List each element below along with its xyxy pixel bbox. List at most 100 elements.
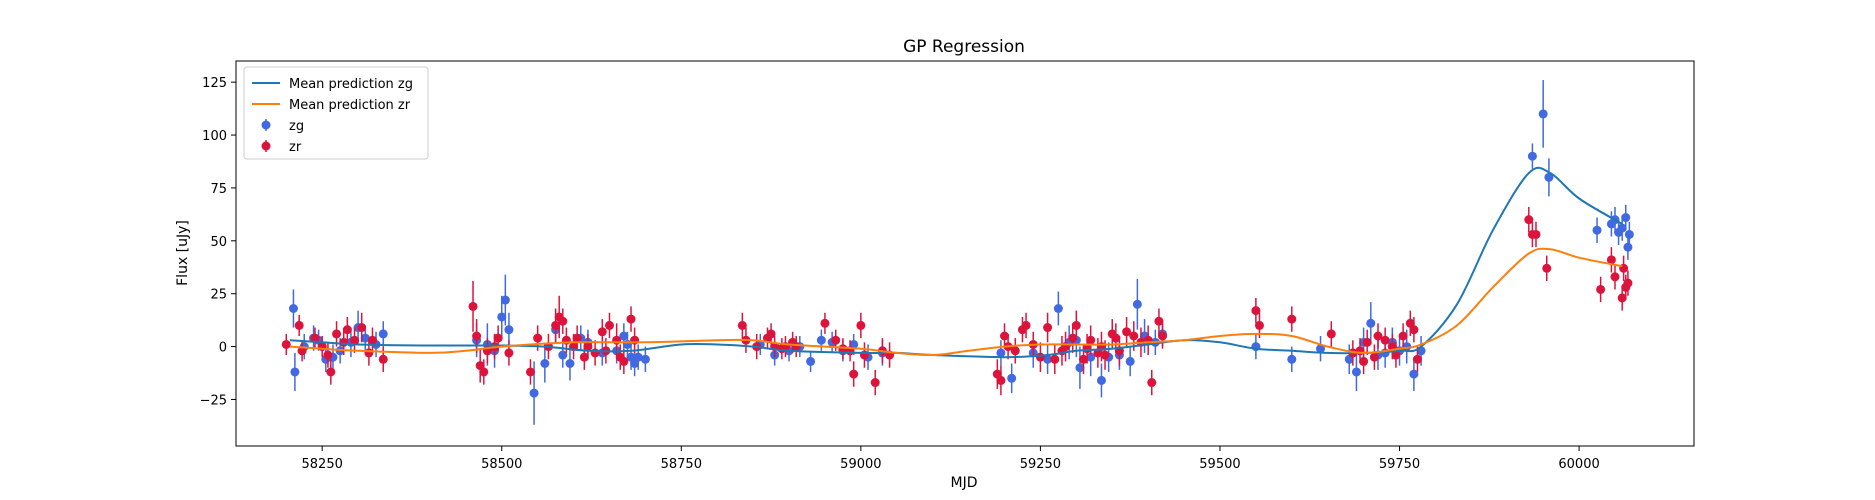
y-tick-label: 125 [202, 76, 227, 91]
legend-entry: Mean prediction zg [252, 77, 413, 92]
legend-label: zg [289, 119, 304, 134]
data-point-zr [378, 354, 388, 364]
data-point-zr [281, 339, 291, 349]
data-point-zr [1100, 350, 1110, 360]
data-point-zr [1158, 331, 1168, 341]
data-point-zr [737, 320, 747, 330]
plot-inner [281, 80, 1634, 425]
data-point-zr [1409, 325, 1419, 335]
data-point-zr [831, 335, 841, 345]
data-point-zg [1527, 151, 1537, 161]
data-point-zr [1050, 354, 1060, 364]
data-point-zr [1068, 333, 1078, 343]
data-point-zg [1086, 352, 1096, 362]
data-point-zr [583, 342, 593, 352]
data-point-zg [378, 329, 388, 339]
y-tick-label: 75 [210, 182, 227, 197]
data-point-zg [1007, 373, 1017, 383]
data-point-zr [1147, 378, 1157, 388]
legend-entry: zr [261, 140, 302, 155]
x-axis-label: MJD [951, 475, 978, 491]
data-point-zr [1369, 352, 1379, 362]
data-point-zr [1542, 263, 1552, 273]
data-point-zg [497, 312, 507, 322]
data-point-zr [619, 356, 629, 366]
x-tick-label: 59750 [1379, 457, 1420, 472]
data-point-zg [1621, 213, 1631, 223]
legend-label: Mean prediction zr [289, 98, 411, 113]
data-point-zr [1412, 354, 1422, 364]
data-point-zg [1316, 344, 1326, 354]
data-point-zg [1624, 229, 1634, 239]
data-point-zr [1373, 331, 1383, 341]
data-point-zr [367, 335, 377, 345]
data-point-zg [558, 350, 568, 360]
data-point-zr [1617, 293, 1627, 303]
data-point-zr [1610, 272, 1620, 282]
data-point-zr [1071, 320, 1081, 330]
data-point-zg [1366, 318, 1376, 328]
data-point-zr [1531, 229, 1541, 239]
data-point-zr [558, 316, 568, 326]
data-point-zr [849, 369, 859, 379]
chart-title: GP Regression [903, 37, 1025, 57]
data-point-zr [996, 375, 1006, 385]
y-tick-label: 100 [202, 129, 227, 144]
data-point-zr [579, 352, 589, 362]
legend-label: Mean prediction zg [289, 77, 413, 92]
plot-area [281, 80, 1634, 425]
data-point-zr [1079, 354, 1089, 364]
data-point-zg [1351, 367, 1361, 377]
data-point-zr [294, 320, 304, 330]
data-point-zr [326, 367, 336, 377]
data-point-zg [619, 331, 629, 341]
data-point-zr [525, 367, 535, 377]
data-point-zr [533, 333, 543, 343]
data-point-zr [350, 335, 360, 345]
x-tick-label: 59000 [840, 457, 881, 472]
data-point-zr [1596, 284, 1606, 294]
data-point-zg [996, 348, 1006, 358]
data-point-zr [1623, 278, 1633, 288]
data-point-zr [479, 367, 489, 377]
plot-frame [235, 60, 1695, 447]
data-point-zr [1129, 331, 1139, 341]
data-point-zr [551, 320, 561, 330]
data-point-zr [1010, 346, 1020, 356]
data-point-zr [870, 378, 880, 388]
data-point-zg [1075, 363, 1085, 373]
data-point-zr [766, 329, 776, 339]
data-point-zr [630, 335, 640, 345]
data-point-zr [357, 323, 367, 333]
data-point-zg [565, 359, 575, 368]
data-point-zr [856, 320, 866, 330]
data-point-zr [1362, 337, 1372, 347]
data-point-zr [297, 346, 307, 356]
data-point-zr [342, 325, 352, 335]
x-tick-label: 58750 [661, 457, 702, 472]
data-point-zr [468, 301, 478, 311]
data-point-zg [640, 354, 650, 364]
data-point-zr [612, 335, 622, 345]
data-point-zg [529, 388, 539, 398]
data-point-zr [604, 320, 614, 330]
data-point-zr [472, 331, 482, 341]
data-point-zr [859, 350, 869, 360]
data-point-zg [806, 356, 816, 366]
data-point-zg [1409, 369, 1419, 379]
data-point-zg [633, 352, 643, 362]
data-point-zr [791, 342, 801, 352]
data-point-zr [1000, 331, 1010, 341]
y-tick-label: 50 [210, 235, 227, 250]
data-point-zg [360, 333, 370, 343]
legend-entry: Mean prediction zr [252, 98, 411, 113]
data-point-zr [1380, 335, 1390, 345]
data-point-zr [1021, 320, 1031, 330]
series-line-mean-prediction-zg [289, 166, 1623, 359]
y-tick-label: 0 [219, 341, 227, 356]
data-point-zr [1035, 352, 1045, 362]
legend-marker-swatch [261, 141, 271, 151]
data-point-zr [1043, 323, 1053, 333]
legend: Mean prediction zg Mean prediction zr zg zr [243, 66, 429, 160]
